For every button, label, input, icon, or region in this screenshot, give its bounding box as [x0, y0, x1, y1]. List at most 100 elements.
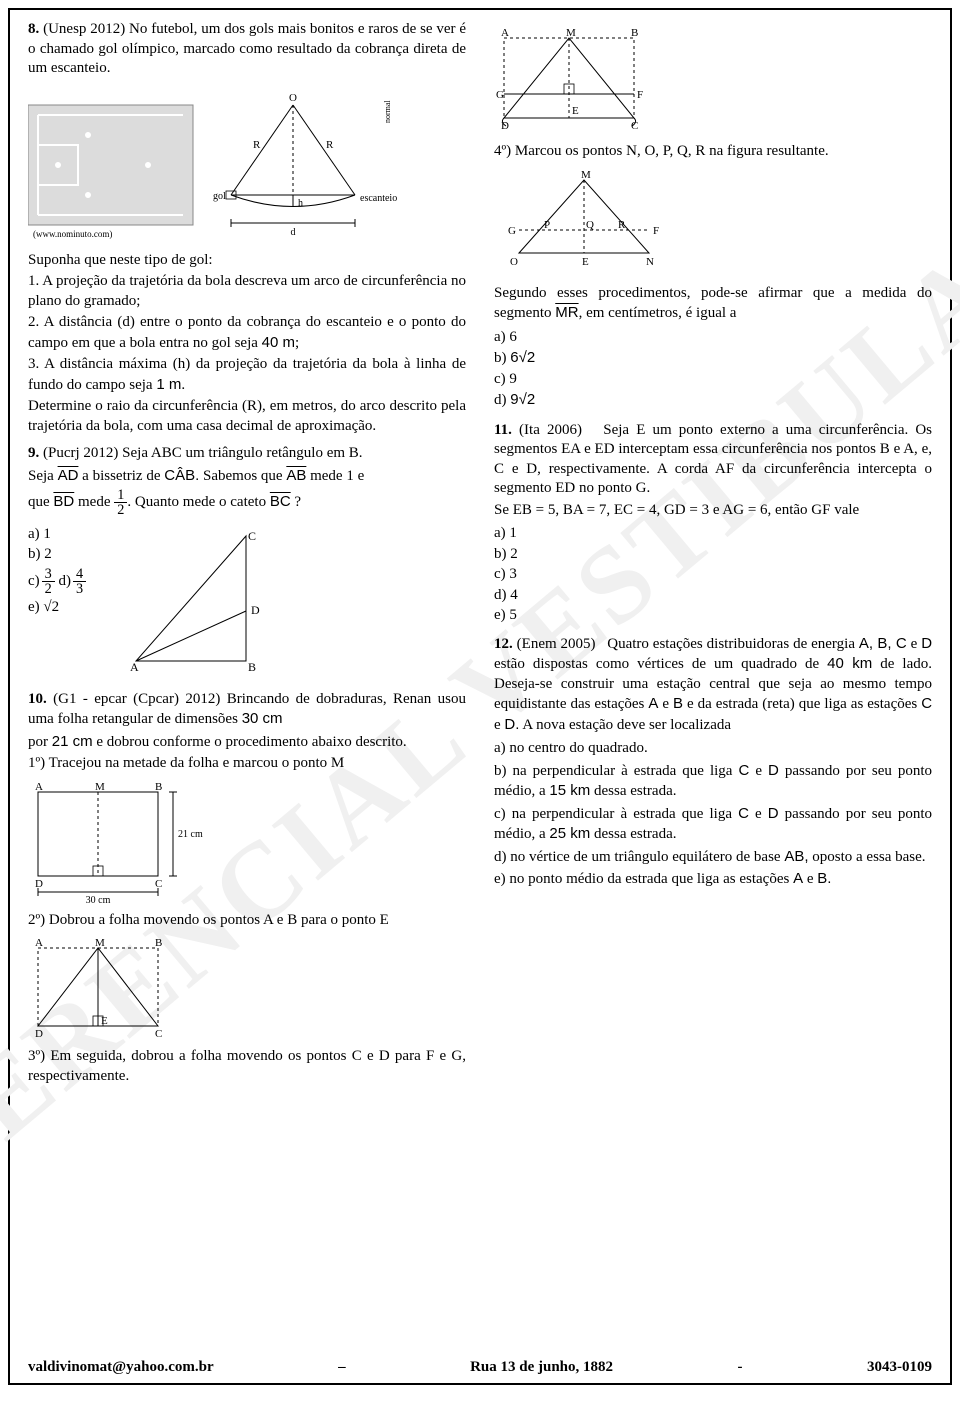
q12-e-A: A — [793, 870, 803, 887]
q10-b-pre: b) — [494, 350, 510, 366]
q10-num: 10. — [28, 691, 47, 707]
right-column: A M B G F D C E 4º) Marcou os pontos N, … — [494, 20, 932, 1094]
q12-b-c: C — [738, 762, 749, 779]
q11-b: b) 2 — [494, 545, 932, 565]
footer-phone: 3043-0109 — [867, 1358, 932, 1378]
q12-d-a: d) no vértice de um triângulo equilátero… — [494, 849, 781, 865]
q10-a: a) 6 — [494, 328, 932, 348]
q10-p3: 3º) Em seguida, dobrou a folha movendo o… — [28, 1047, 466, 1086]
q10-fig4: M G P Q R F O E N — [494, 168, 932, 278]
q12-e-B: B. — [817, 870, 831, 887]
f3-M: M — [566, 27, 576, 39]
q12-b-a: b) na perpendicular à estrada que liga — [494, 763, 732, 779]
f4-Q: Q — [586, 219, 594, 231]
question-9: 9. (Pucrj 2012) Seja ABC um triângulo re… — [28, 444, 466, 682]
q11-a: a) 1 — [494, 524, 932, 544]
question-11: 11. (Ita 2006) Seja E um ponto externo a… — [494, 421, 932, 626]
q12-d-b: oposto a essa base. — [812, 849, 925, 865]
question-10: 10. (G1 - epcar (Cpcar) 2012) Brincando … — [28, 690, 466, 1087]
q9-seg-BD: BD — [53, 493, 74, 510]
question-8: 8. (Unesp 2012) No futebol, um dos gols … — [28, 20, 466, 436]
q12-e-a: e) no ponto médio da estrada que liga as… — [494, 871, 789, 887]
q8-lbl-R1: R — [253, 139, 261, 151]
q9-l2d: mede 1 e — [310, 468, 364, 484]
q12-b-d: D — [768, 762, 779, 779]
q10-d-val: 9√2 — [510, 391, 535, 408]
q12-e-e: e — [807, 871, 814, 887]
q8-ref: (Unesp 2012) — [43, 21, 125, 37]
q8-lbl-O: O — [289, 92, 297, 104]
f3-B: B — [631, 27, 638, 39]
q9-ref: (Pucrj 2012) — [43, 445, 118, 461]
f4-F: F — [653, 225, 659, 237]
q9-lbl-D: D — [251, 603, 260, 617]
q12-ref: (Enem 2005) — [517, 636, 596, 652]
q12-a: a) no centro do quadrado. — [494, 739, 932, 759]
q11-ref: (Ita 2006) — [519, 422, 582, 438]
q10-p4: 4º) Marcou os pontos N, O, P, Q, R na fi… — [494, 142, 932, 162]
q9-answers: a) 1 b) 2 c) 32 d) 43 e) √2 — [28, 524, 86, 619]
q12-D2: D. — [504, 716, 519, 733]
page-footer: valdivinomat@yahoo.com.br – Rua 13 de ju… — [10, 1358, 950, 1378]
q10-intro-c: e dobrou conforme o procedimento abaixo … — [96, 734, 406, 750]
q8-lbl-esc: escanteio — [360, 193, 397, 204]
q10-d: d) 9√2 — [494, 390, 932, 411]
footer-sep2: - — [737, 1358, 742, 1378]
q8-item3v: 1 m — [156, 376, 181, 393]
f1-A: A — [35, 781, 43, 793]
f3-G: G — [496, 89, 504, 101]
f1-h: 21 cm — [178, 829, 203, 840]
f4-G: G — [508, 225, 516, 237]
q10-d-pre: d) — [494, 392, 510, 408]
f1-D: D — [35, 878, 43, 890]
q12-c: c) na perpendicular à estrada que liga C… — [494, 804, 932, 845]
q9-e: e) √2 — [28, 598, 86, 618]
q12-side: 40 km — [827, 655, 872, 672]
footer-addr: Rua 13 de junho, 1882 — [470, 1358, 613, 1378]
q12-intro-a: Quatro estações distribuidoras de energi… — [607, 636, 855, 652]
q12-num: 12. — [494, 636, 513, 652]
q12-b-end: dessa estrada. — [594, 783, 676, 799]
f1-B: B — [155, 781, 162, 793]
q10-p1: 1º) Tracejou na metade da folha e marcou… — [28, 754, 466, 774]
q9-l3d: ? — [294, 494, 301, 510]
q9-l3c: . Quanto mede o cateto — [127, 494, 266, 510]
q9-frac-half: 12 — [114, 488, 127, 518]
q9-lbl-C: C — [248, 529, 256, 543]
q12-c-a: c) na perpendicular à estrada que liga — [494, 806, 732, 822]
q11-e: e) 5 — [494, 606, 932, 626]
f4-O: O — [510, 256, 518, 268]
q9-seg-AB: AB — [286, 467, 306, 484]
left-column: 8. (Unesp 2012) No futebol, um dos gols … — [28, 20, 466, 1094]
f2-E: E — [101, 1015, 108, 1027]
q12-c-end: dessa estrada. — [594, 826, 676, 842]
f1-M: M — [95, 781, 105, 793]
q12-intro-e: e — [494, 717, 501, 733]
q11-d: d) 4 — [494, 586, 932, 606]
q9-d-pre: d) — [59, 572, 72, 592]
q9-l2a: Seja — [28, 468, 54, 484]
q10-fig2: A M B D C E — [28, 936, 466, 1041]
q9-l3b: mede — [78, 494, 110, 510]
f2-B: B — [155, 937, 162, 949]
f4-N: N — [646, 256, 654, 268]
q12-e: e) no ponto médio da estrada que liga as… — [494, 869, 932, 890]
q8-lbl-h: h — [298, 198, 303, 209]
q9-c-num: 3 — [42, 567, 55, 582]
f2-M: M — [95, 937, 105, 949]
f4-P: P — [544, 219, 550, 231]
q10-p2: 2º) Dobrou a folha movendo os pontos A e… — [28, 911, 466, 931]
q8-item2b: ; — [295, 335, 299, 351]
q12-intro-d: e da estrada (reta) que liga as estações — [687, 696, 917, 712]
q9-l2c: Sabemos que — [203, 468, 283, 484]
q8-num: 8. — [28, 21, 39, 37]
q8-item3a: 3. A distância máxima (h) da projeção da… — [28, 356, 466, 393]
q10-dim2: 21 cm — [52, 733, 93, 750]
q9-l2b: a bissetriz de — [82, 468, 160, 484]
question-12: 12. (Enem 2005) Quatro estações distribu… — [494, 634, 932, 890]
f3-E: E — [572, 105, 579, 117]
q8-lbl-normal: normal — [383, 99, 392, 122]
q12-e2: e — [662, 696, 669, 712]
q9-b: b) 2 — [28, 545, 86, 565]
q10-seg-MR: MR — [555, 304, 578, 321]
